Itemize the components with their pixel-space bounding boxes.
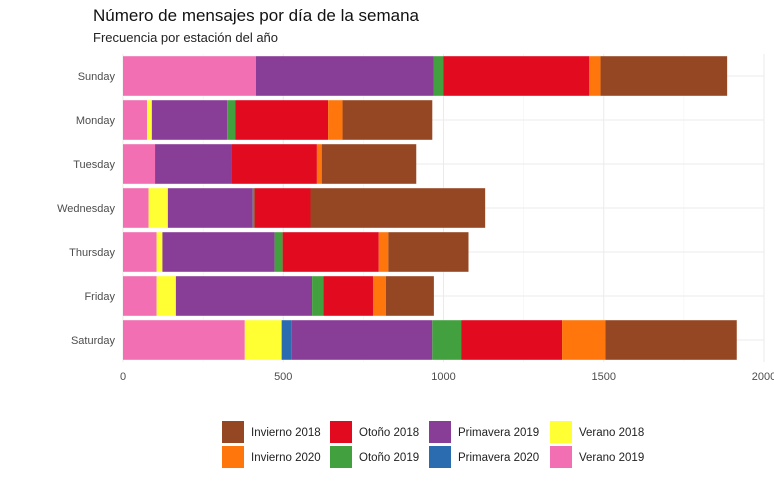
y-tick-label: Friday: [84, 291, 115, 303]
legend-label: Verano 2018: [579, 427, 644, 439]
bar-segment: [433, 56, 444, 96]
bar-segment: [321, 144, 417, 184]
y-tick-label: Wednesday: [57, 203, 115, 215]
bar-segment: [461, 320, 563, 360]
bar-segment: [310, 188, 486, 228]
bar-segment: [378, 232, 389, 272]
y-tick-label: Thursday: [69, 247, 115, 259]
legend-label: Verano 2019: [579, 452, 644, 464]
bar-segment: [155, 144, 232, 184]
x-tick-label: 1000: [431, 371, 455, 383]
legend: Invierno 2018 Invierno 2020 Otoño 2018 Otoñ…: [222, 421, 644, 468]
bar-segment: [162, 232, 275, 272]
bar-segment: [328, 100, 343, 140]
legend-label: Invierno 2020: [251, 452, 321, 464]
chart-title: Número de mensajes por día de la semana: [93, 6, 420, 25]
legend-label: Primavera 2019: [458, 427, 539, 439]
bar-segment: [372, 276, 386, 316]
bar-segment: [605, 320, 737, 360]
bar-segment: [156, 276, 176, 316]
bar-segment: [291, 320, 433, 360]
bar-segment: [600, 56, 728, 96]
legend-label: Otoño 2019: [359, 452, 419, 464]
bar-segment: [254, 188, 311, 228]
bar-segment: [385, 276, 434, 316]
bar-segment: [256, 56, 434, 96]
y-axis-ticks: Sunday Monday Tuesday Wednesday Thursday Frid…: [57, 71, 115, 347]
bar-segment: [147, 100, 152, 140]
y-tick-label: Monday: [76, 115, 116, 127]
bar-segment: [342, 100, 433, 140]
bar-segment: [562, 320, 606, 360]
bar-segment: [282, 232, 379, 272]
legend-key: [222, 421, 244, 443]
bar-segment: [274, 232, 283, 272]
legend-label: Otoño 2018: [359, 427, 419, 439]
legend-key: [429, 446, 451, 468]
bar-segment: [123, 276, 157, 316]
bar-segment: [151, 100, 228, 140]
bars: [123, 56, 737, 360]
legend-key: [429, 421, 451, 443]
chart-subtitle: Frecuencia por estación del año: [93, 30, 278, 45]
bar-segment: [235, 100, 329, 140]
bar-segment: [175, 276, 313, 316]
bar-segment: [167, 188, 253, 228]
x-tick-label: 2000: [752, 371, 774, 383]
bar-segment: [432, 320, 462, 360]
legend-key: [222, 446, 244, 468]
bar-segment: [123, 144, 156, 184]
x-tick-label: 500: [274, 371, 292, 383]
bar-segment: [312, 276, 324, 316]
x-tick-label: 0: [120, 371, 126, 383]
x-axis-ticks: 0 500 1000 1500 2000: [120, 371, 774, 383]
bar-segment: [148, 188, 168, 228]
bar-segment: [281, 320, 292, 360]
bar-segment: [244, 320, 282, 360]
bar-segment: [323, 276, 373, 316]
y-tick-label: Tuesday: [73, 159, 115, 171]
bar-segment: [231, 144, 317, 184]
y-tick-label: Sunday: [78, 71, 116, 83]
bar-segment: [123, 56, 257, 96]
bar-segment: [443, 56, 590, 96]
bar-segment: [252, 188, 255, 228]
legend-key: [330, 446, 352, 468]
legend-label: Invierno 2018: [251, 427, 321, 439]
legend-label: Primavera 2020: [458, 452, 539, 464]
legend-key: [330, 421, 352, 443]
legend-key: [550, 421, 572, 443]
bar-segment: [123, 188, 149, 228]
x-tick-label: 1500: [592, 371, 616, 383]
bar-segment: [156, 232, 163, 272]
bar-segment: [123, 100, 148, 140]
bar-segment: [227, 100, 236, 140]
bar-segment: [316, 144, 322, 184]
bar-segment: [589, 56, 601, 96]
legend-key: [550, 446, 572, 468]
bar-segment: [388, 232, 469, 272]
y-tick-label: Saturday: [71, 335, 116, 347]
bar-segment: [123, 320, 245, 360]
bar-segment: [123, 232, 157, 272]
